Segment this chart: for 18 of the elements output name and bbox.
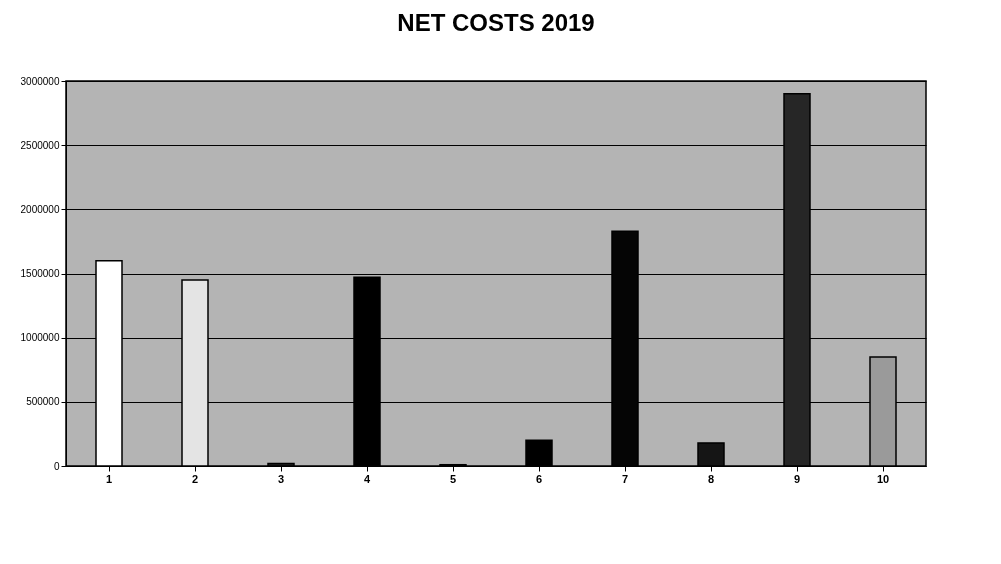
x-tick-label: 4	[363, 472, 371, 485]
x-tick-label: 8	[707, 472, 715, 485]
x-tick-label: 2	[191, 472, 199, 485]
y-tick-label: 2500000	[20, 139, 60, 151]
y-tick-label: 2000000	[20, 203, 60, 215]
y-tick-label: 500000	[26, 396, 60, 408]
x-tick-label: 5	[449, 472, 457, 485]
x-tick-label: 6	[535, 472, 543, 485]
x-tick-label: 1	[105, 472, 113, 485]
y-tick-label: 0	[53, 460, 60, 472]
x-tick-label: 3	[277, 472, 285, 485]
y-tick-label: 1500000	[20, 268, 60, 279]
chart-title: NET COSTS 2019	[397, 9, 595, 36]
x-tick-label: 10	[876, 472, 890, 485]
x-tick-label: 9	[793, 472, 801, 485]
x-tick-label: 7	[621, 472, 629, 485]
y-tick-label: 3000000	[20, 75, 60, 87]
y-tick-label: 1000000	[20, 332, 60, 344]
